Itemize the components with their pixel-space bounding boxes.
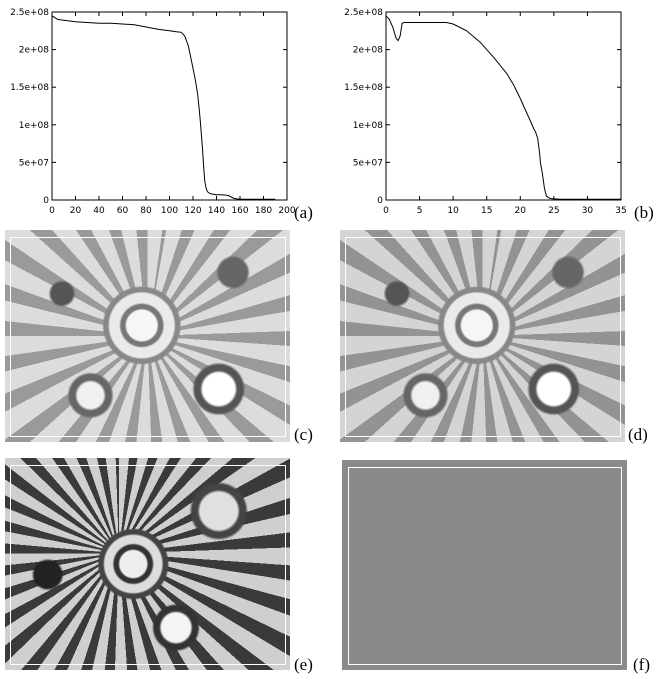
- y-tick-label: 2e+08: [353, 46, 384, 56]
- y-tick-label: 0: [377, 196, 383, 206]
- x-tick-label: 100: [161, 206, 178, 216]
- y-tick-label: 1e+08: [19, 121, 50, 131]
- image-border-e: [10, 465, 286, 665]
- x-tick-label: 60: [117, 206, 129, 216]
- x-tick-label: 0: [383, 206, 389, 216]
- y-tick-label: 5e+07: [353, 158, 383, 168]
- plot-a: 0 20 40 60 80 100 120 140 160 180 200 0 5e+07 1e+08 1.…: [10, 8, 296, 216]
- x-tick-label: 0: [49, 206, 55, 216]
- plot-frame: [51, 11, 288, 201]
- x-tick-label: 200: [278, 206, 295, 216]
- lace-image-d: [340, 230, 625, 442]
- x-tick-label: 5: [417, 206, 423, 216]
- x-tick-label: 25: [548, 206, 559, 216]
- panel-label-d: (d): [628, 425, 648, 444]
- lace-image-e: [5, 458, 290, 670]
- y-tick-label: 1.5e+08: [344, 83, 383, 93]
- x-tick-label: 20: [515, 206, 527, 216]
- image-border-f: [348, 467, 622, 665]
- x-tick-label: 80: [140, 206, 152, 216]
- y-tick-label: 1e+08: [353, 121, 384, 131]
- x-tick-label: 15: [481, 206, 492, 216]
- y-tick-label: 1.5e+08: [10, 83, 49, 93]
- y-tick-label: 5e+07: [19, 158, 49, 168]
- series-line-a-0: [51, 15, 276, 200]
- y-tick-label: 2.5e+08: [344, 8, 383, 18]
- image-border-d: [345, 237, 621, 437]
- lace-image-c: [5, 230, 290, 442]
- x-tick-label: 160: [231, 206, 248, 216]
- y-tick-label: 0: [43, 196, 49, 206]
- image-border-c: [10, 237, 286, 437]
- panel-label-e: (e): [294, 655, 313, 674]
- x-tick-label: 180: [255, 206, 272, 216]
- x-tick-label: 40: [93, 206, 105, 216]
- y-tick-label: 2e+08: [19, 46, 50, 56]
- plot-b: 0 5 10 15 20 25 30 35 0 5e+07 1e+08 1.5e+08 2e+08 2.5…: [344, 8, 627, 216]
- y-tick-label: 2.5e+08: [10, 8, 49, 18]
- residual-image-f: [342, 460, 627, 670]
- panel-label-a: (a): [294, 203, 313, 222]
- series-line-b-0: [385, 15, 621, 200]
- x-tick-label: 30: [582, 206, 594, 216]
- panel-label-c: (c): [294, 425, 313, 444]
- plot-frame: [385, 11, 622, 201]
- x-tick-label: 20: [70, 206, 82, 216]
- panel-label-b: (b): [634, 203, 654, 222]
- x-tick-label: 140: [208, 206, 225, 216]
- panel-label-f: (f): [633, 655, 650, 674]
- x-tick-label: 120: [184, 206, 201, 216]
- x-tick-label: 35: [615, 206, 626, 216]
- x-tick-label: 10: [447, 206, 459, 216]
